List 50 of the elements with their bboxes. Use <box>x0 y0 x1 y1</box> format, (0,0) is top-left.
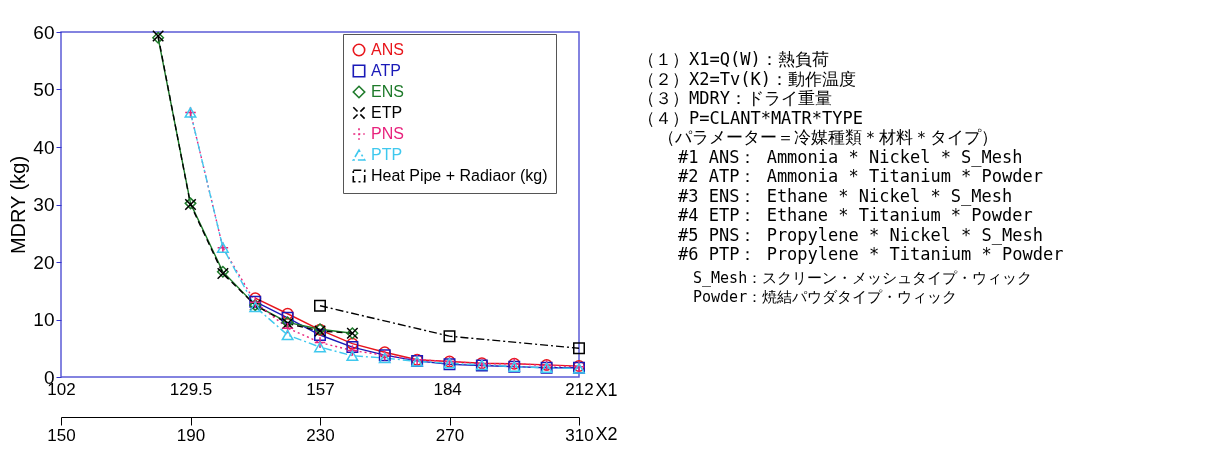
y-axis-title: MDRY (kg) <box>7 155 30 255</box>
y-tick-label: 10 <box>33 309 55 330</box>
legend-label: ETP <box>371 104 403 121</box>
point <box>443 330 456 343</box>
text: #4 ETP： Ethane * Titanium * Powder <box>678 205 1033 225</box>
x-tick-label: 150 <box>47 425 76 445</box>
point <box>573 342 585 355</box>
text: （４）P=CLANT*MATR*TYPE <box>638 107 863 128</box>
text: （１）X1=Q(W)：熱負荷 <box>638 49 829 69</box>
x2-tick-label: 129.5 <box>169 379 213 399</box>
text: #3 ENS： Ethane * Nickel * S_Mesh <box>678 185 1013 206</box>
text: S_Mesh：スクリーン・メッシュタイプ・ウィック <box>693 268 1033 287</box>
legend-label: PNS <box>371 125 404 142</box>
text: Powder：焼結パウダタイプ・ウィック <box>693 288 958 306</box>
legend-label: PTP <box>371 146 403 163</box>
point <box>346 350 359 362</box>
x2-tick-label: 157 <box>306 379 335 399</box>
x-tick-label: 270 <box>435 425 465 445</box>
text: （パラメーター＝冷媒種類＊材料＊タイプ） <box>658 127 998 147</box>
legend-label: ATP <box>371 62 401 79</box>
point <box>281 307 294 320</box>
x-tick-label: 230 <box>306 425 335 445</box>
legend-label: Heat Pipe + Radiaor (kg) <box>371 167 548 184</box>
x2-axis-title: X1 <box>595 379 618 400</box>
point <box>314 299 326 312</box>
x2-tick-label: 184 <box>433 379 462 399</box>
text: #1 ANS： Ammonia * Nickel * S_Mesh <box>678 146 1023 167</box>
text: #6 PTP： Propylene * Titanium * Powder <box>678 244 1064 264</box>
point <box>281 311 294 324</box>
x-tick-label: 310 <box>565 425 594 445</box>
point <box>281 329 294 341</box>
legend-label: ANS <box>371 41 404 58</box>
point <box>281 322 294 335</box>
x-axis-title: X2 <box>595 423 618 444</box>
y-tick-label: 40 <box>33 136 55 158</box>
legend-label: ENS <box>371 83 404 100</box>
text: （２）X2=Tv(K)：動作温度 <box>638 68 856 89</box>
y-tick-label: 20 <box>33 251 55 273</box>
y-tick-label: 30 <box>33 194 55 215</box>
point <box>314 341 326 353</box>
point <box>346 337 359 350</box>
text: #2 ATP： Ammonia * Titanium * Powder <box>678 166 1043 186</box>
text: （３）MDRY：ドライ重量 <box>638 88 832 108</box>
point <box>314 329 326 342</box>
x-tick-label: 190 <box>176 425 206 445</box>
x2-tick-label: 212 <box>565 379 594 399</box>
text: #5 PNS： Propylene * Nickel * S_Mesh <box>678 224 1043 245</box>
y-tick-label: 60 <box>33 21 55 43</box>
point <box>314 336 326 349</box>
y-tick-label: 50 <box>33 79 55 100</box>
